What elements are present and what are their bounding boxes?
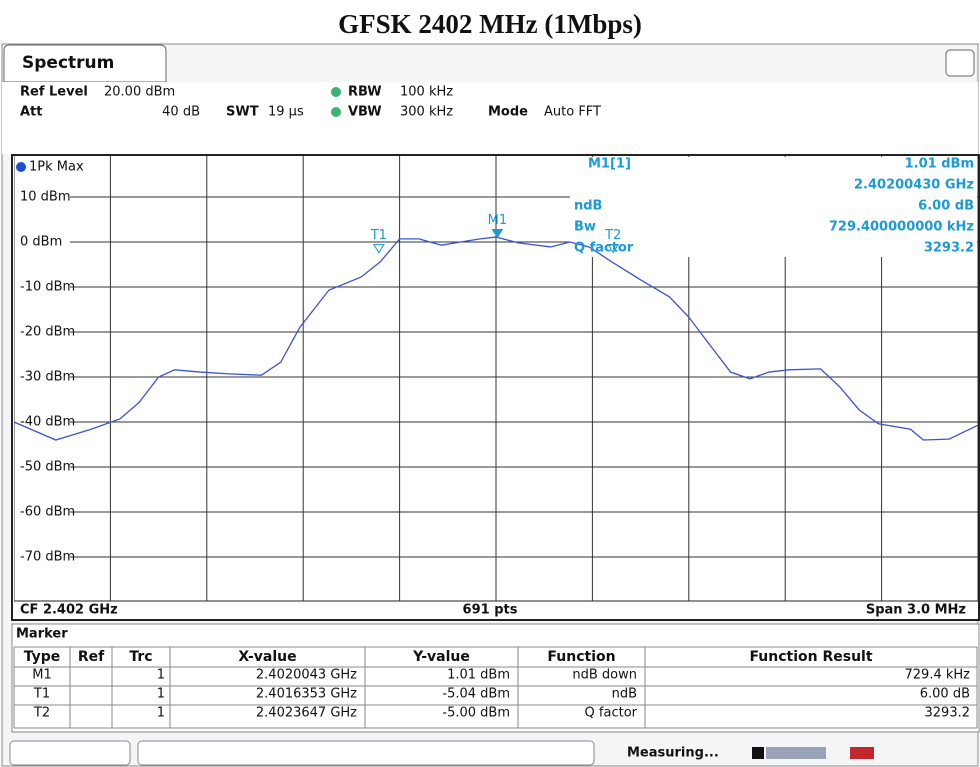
column-header: Function bbox=[547, 649, 615, 665]
table-cell: -5.04 dBm bbox=[442, 687, 510, 702]
page-title: GFSK 2402 MHz (1Mbps) bbox=[338, 9, 642, 39]
y-tick-label: 0 dBm bbox=[20, 235, 62, 250]
table-cell: -5.00 dBm bbox=[442, 706, 510, 721]
marker bbox=[491, 228, 504, 239]
table-cell: 1 bbox=[157, 668, 165, 683]
progress-bar bbox=[766, 747, 826, 759]
setting-label: SWT bbox=[226, 105, 259, 120]
column-header: Type bbox=[24, 649, 61, 665]
readout-label: Q factor bbox=[574, 241, 634, 256]
status-field bbox=[137, 740, 595, 766]
readout-value: 3293.2 bbox=[924, 241, 974, 256]
coupling-dot bbox=[331, 107, 341, 117]
setting-value: 300 kHz bbox=[400, 105, 453, 120]
table-cell: M1 bbox=[32, 668, 52, 683]
column-header: Function Result bbox=[749, 649, 872, 665]
span: Span 3.0 MHz bbox=[866, 603, 966, 618]
trace bbox=[14, 236, 978, 441]
table-cell: Q factor bbox=[585, 706, 638, 721]
table-cell: 1.01 dBm bbox=[447, 668, 510, 683]
marker bbox=[372, 244, 385, 254]
readout-value: 2.40200430 GHz bbox=[854, 178, 974, 193]
marker-label: M1 bbox=[488, 213, 508, 228]
marker-title: Marker bbox=[16, 627, 68, 642]
readout-label: ndB bbox=[574, 199, 602, 214]
tab-label[interactable]: Spectrum bbox=[22, 53, 114, 73]
y-tick-label: -20 dBm bbox=[20, 325, 75, 340]
readout-backdrop bbox=[570, 157, 977, 257]
table-cell: 6.00 dB bbox=[920, 687, 970, 702]
setting-label: VBW bbox=[348, 105, 382, 120]
y-tick-label: -10 dBm bbox=[20, 280, 75, 295]
table-cell: ndB down bbox=[572, 668, 637, 683]
setting-label: Ref Level bbox=[20, 85, 88, 100]
table-cell: T2 bbox=[33, 706, 50, 721]
y-tick-label: -40 dBm bbox=[20, 415, 75, 430]
table-cell: 1 bbox=[157, 687, 165, 702]
setting-label: RBW bbox=[348, 85, 382, 100]
table-cell: 2.4020043 GHz bbox=[256, 668, 357, 683]
progress-block bbox=[752, 747, 764, 759]
marker bbox=[607, 244, 620, 254]
setting-value: 40 dB bbox=[162, 105, 200, 120]
setting-label: Mode bbox=[488, 105, 528, 120]
y-tick-label: -30 dBm bbox=[20, 370, 75, 385]
y-tick-label: -60 dBm bbox=[20, 505, 75, 520]
table-cell: 2.4016353 GHz bbox=[256, 687, 357, 702]
setting-label: Att bbox=[20, 105, 43, 120]
marker-label: T2 bbox=[604, 228, 621, 243]
coupling-dot bbox=[331, 87, 341, 97]
table-cell: 3293.2 bbox=[925, 706, 971, 721]
setting-value: 100 kHz bbox=[400, 85, 453, 100]
table-cell: 1 bbox=[157, 706, 165, 721]
table-cell: 2.4023647 GHz bbox=[256, 706, 357, 721]
center-frequency: CF 2.402 GHz bbox=[20, 603, 118, 618]
readout-value: 1.01 dBm bbox=[905, 157, 974, 172]
column-header: Ref bbox=[78, 649, 105, 665]
y-tick-label: 10 dBm bbox=[20, 190, 71, 205]
table-cell: 729.4 kHz bbox=[905, 668, 971, 683]
readout-value: 6.00 dB bbox=[918, 199, 974, 214]
table-cell: T1 bbox=[33, 687, 50, 702]
status-field bbox=[9, 740, 131, 766]
plot bbox=[14, 156, 978, 601]
setting-value: Auto FFT bbox=[544, 105, 601, 120]
points: 691 pts bbox=[463, 603, 518, 618]
logo bbox=[850, 747, 874, 759]
status-text: Measuring... bbox=[627, 746, 719, 761]
trace-indicator bbox=[16, 162, 26, 172]
table-cell: ndB bbox=[612, 687, 637, 702]
trace-label: 1Pk Max bbox=[29, 160, 84, 175]
column-header: Y-value bbox=[412, 649, 470, 665]
toolbar-icon[interactable] bbox=[945, 49, 975, 77]
setting-value: 20.00 dBm bbox=[104, 85, 175, 100]
readout-value: 729.400000000 kHz bbox=[829, 220, 974, 235]
y-tick-label: -70 dBm bbox=[20, 550, 75, 565]
tab[interactable] bbox=[3, 44, 167, 83]
column-header: Trc bbox=[129, 649, 152, 665]
marker-panel bbox=[11, 623, 980, 733]
setting-value: 19 µs bbox=[268, 105, 304, 120]
column-header: X-value bbox=[238, 649, 296, 665]
marker-label: T1 bbox=[370, 228, 387, 243]
readout-label: Bw bbox=[574, 220, 596, 235]
readout-label: M1[1] bbox=[588, 157, 631, 172]
settings-panel bbox=[2, 82, 978, 154]
y-tick-label: -50 dBm bbox=[20, 460, 75, 475]
